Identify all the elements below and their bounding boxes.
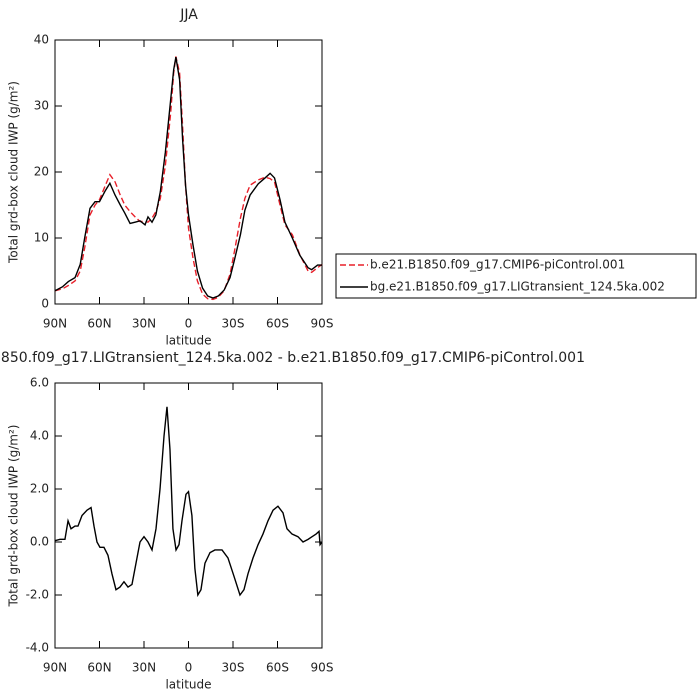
legend-box xyxy=(335,253,697,299)
y-tick-label: 10 xyxy=(34,231,49,245)
y-tick-label: 20 xyxy=(34,165,49,179)
x-tick-label: 60S xyxy=(266,317,289,331)
x-tick-label: 60N xyxy=(87,317,111,331)
y-axis-label: Total grd-box cloud IWP (g/m²) xyxy=(7,425,21,608)
y-tick-label: 0 xyxy=(41,297,49,311)
y-tick-label: 40 xyxy=(34,33,49,47)
y-tick-label: 0.0 xyxy=(30,535,49,549)
x-tick-label: 90N xyxy=(43,317,67,331)
x-tick-label: 90S xyxy=(311,317,334,331)
x-tick-label: 60N xyxy=(87,661,111,675)
x-tick-label: 0 xyxy=(185,317,193,331)
x-tick-label: 90S xyxy=(311,661,334,675)
x-tick-label: 30S xyxy=(222,661,245,675)
y-tick-label: 2.0 xyxy=(30,482,49,496)
chart-title: bg.e21.B1850.f09_g17.LIGtransient_124.5k… xyxy=(0,350,585,366)
plot-frame xyxy=(54,39,323,305)
x-tick-label: 60S xyxy=(266,661,289,675)
y-tick-label: -4.0 xyxy=(26,641,49,655)
x-tick-label: 30S xyxy=(222,317,245,331)
x-axis-label: latitude xyxy=(165,334,211,348)
y-axis-label: Total grd-box cloud IWP (g/m²) xyxy=(7,81,21,264)
y-tick-label: 6.0 xyxy=(30,376,49,390)
line-series xyxy=(54,57,322,299)
x-axis-label: latitude xyxy=(165,678,211,692)
x-tick-label: 30N xyxy=(132,317,156,331)
y-tick-label: 4.0 xyxy=(30,429,49,443)
chart-title: JJA xyxy=(179,7,198,23)
plot-frame xyxy=(54,382,323,649)
y-tick-label: 30 xyxy=(34,99,49,113)
line-series xyxy=(54,406,323,598)
line-series xyxy=(54,56,323,301)
x-tick-label: 90N xyxy=(43,661,67,675)
x-tick-label: 30N xyxy=(132,661,156,675)
x-tick-label: 0 xyxy=(185,661,193,675)
y-tick-label: -2.0 xyxy=(26,588,49,602)
legend-label: bg.e21.B1850.f09_g17.LIGtransient_124.5k… xyxy=(370,280,665,294)
legend-label: b.e21.B1850.f09_g17.CMIP6-piControl.001 xyxy=(370,258,625,272)
